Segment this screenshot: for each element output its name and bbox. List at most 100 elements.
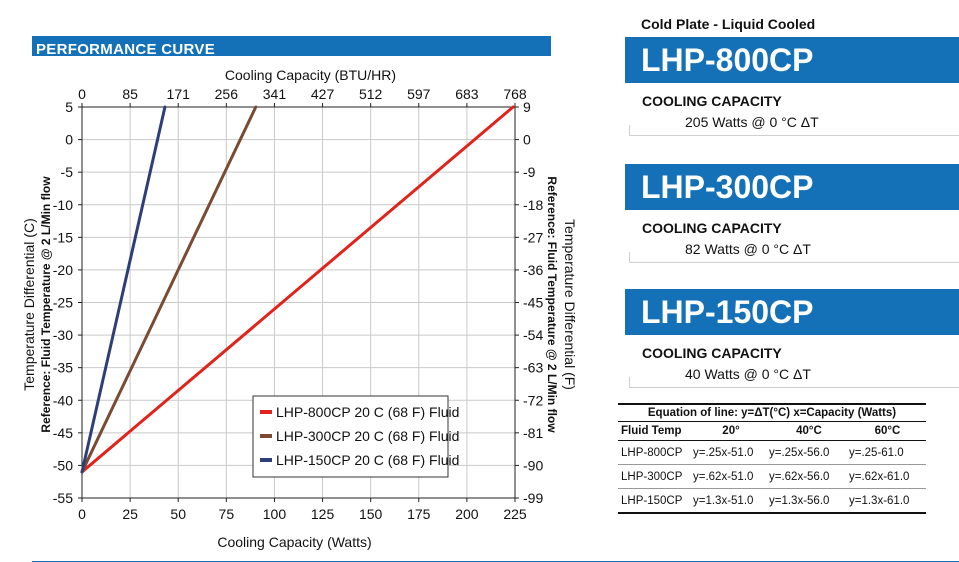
model-title: LHP-800CP <box>625 37 959 83</box>
column-header: 40°C <box>769 421 849 441</box>
y-right-tick-label: -63 <box>523 360 543 376</box>
y-tick-label: -50 <box>53 457 73 473</box>
table-cell: y=1.3x-51.0 <box>693 488 769 514</box>
cooling-capacity-label: COOLING CAPACITY <box>642 345 782 361</box>
performance-curve-title: PERFORMANCE CURVE <box>36 41 216 56</box>
table-cell: y=.62x-56.0 <box>769 464 849 489</box>
table-cell: LHP-800CP <box>618 440 693 465</box>
column-header: Fluid Temp <box>618 421 693 441</box>
x-tick-label: 125 <box>311 506 335 522</box>
divider <box>629 135 959 136</box>
x-top-axis-title: Cooling Capacity (BTU/HR) <box>225 67 396 83</box>
model-card-lhp-300cp: LHP-300CP COOLING CAPACITY 82 Watts @ 0 … <box>625 164 959 263</box>
x-top-tick-label: 0 <box>78 86 86 102</box>
y-right-tick-label: -81 <box>523 425 543 441</box>
y-tick-label: -5 <box>61 164 74 180</box>
x-tick-label: 0 <box>78 506 86 522</box>
product-type: Cold Plate - Liquid Cooled <box>641 16 816 32</box>
model-card-lhp-150cp: LHP-150CP COOLING CAPACITY 40 Watts @ 0 … <box>625 289 959 388</box>
y-tick-label: -55 <box>53 490 73 506</box>
cooling-capacity-value: 82 Watts @ 0 °C ΔT <box>685 241 811 257</box>
cooling-capacity-label: COOLING CAPACITY <box>642 93 782 109</box>
y-right-tick-label: -36 <box>523 262 543 278</box>
cooling-capacity-value: 40 Watts @ 0 °C ΔT <box>685 366 811 382</box>
x-tick-label: 200 <box>455 506 479 522</box>
x-top-tick-label: 427 <box>311 86 335 102</box>
legend-label: LHP-800CP 20 C (68 F) Fluid <box>276 404 459 420</box>
y-right-tick-label: -27 <box>523 229 543 245</box>
x-top-tick-label: 341 <box>263 86 287 102</box>
y-right-tick-label: 9 <box>523 99 531 115</box>
y-tick-label: -15 <box>53 229 73 245</box>
table-cell: y=.25x-56.0 <box>769 440 849 465</box>
column-header: 20° <box>693 421 769 441</box>
table-cell: y=.25x-51.0 <box>693 440 769 465</box>
y-right-tick-label: 0 <box>523 132 531 148</box>
table-cell: LHP-300CP <box>618 464 693 489</box>
y-right-tick-label: -45 <box>523 295 543 311</box>
x-top-tick-label: 256 <box>215 86 239 102</box>
y-tick-label: -45 <box>53 425 73 441</box>
series-line <box>80 105 167 474</box>
x-top-tick-label: 768 <box>503 86 527 102</box>
x-bottom-axis-title: Cooling Capacity (Watts) <box>217 534 371 550</box>
y-tick-label: -30 <box>53 327 73 343</box>
y-tick-label: -40 <box>53 392 73 408</box>
table-row: LHP-300CP y=.62x-51.0 y=.62x-56.0 y=.62x… <box>618 464 926 489</box>
x-tick-label: 50 <box>170 506 186 522</box>
y-right-axis-subtitle: Reference: Fluid Temperature @ 2 L/Min f… <box>545 176 559 433</box>
y-tick-label: -35 <box>53 360 73 376</box>
series-line <box>80 105 258 474</box>
divider <box>629 262 959 263</box>
y-tick-label: -10 <box>53 197 73 213</box>
table-cell: y=.25-61.0 <box>849 440 926 465</box>
y-tick-label: 5 <box>65 99 73 115</box>
table-cell: y=.62x-61.0 <box>849 464 926 489</box>
table-row: LHP-150CP y=1.3x-51.0 y=1.3x-56.0 y=1.3x… <box>618 488 926 514</box>
model-card-lhp-800cp: LHP-800CP COOLING CAPACITY 205 Watts @ 0… <box>625 37 959 136</box>
y-right-tick-label: -18 <box>523 197 543 213</box>
x-top-tick-label: 683 <box>455 86 479 102</box>
y-tick-label: 0 <box>65 132 73 148</box>
y-right-tick-label: -90 <box>523 457 543 473</box>
y-right-tick-label: -9 <box>523 164 536 180</box>
divider-tick <box>629 125 630 135</box>
y-right-tick-label: -99 <box>523 490 543 506</box>
table-cell: y=.62x-51.0 <box>693 464 769 489</box>
x-tick-label: 150 <box>359 506 383 522</box>
performance-curve-header: PERFORMANCE CURVE <box>32 36 551 56</box>
series-line <box>80 105 515 474</box>
equation-table-title: Equation of line: y=ΔT(°C) x=Capacity (W… <box>618 403 926 422</box>
x-tick-label: 25 <box>122 506 138 522</box>
x-tick-label: 175 <box>407 506 431 522</box>
x-top-tick-label: 597 <box>407 86 431 102</box>
x-top-tick-label: 171 <box>167 86 191 102</box>
column-header: 60°C <box>849 421 926 441</box>
divider-tick <box>629 377 630 387</box>
y-right-axis-title: Temperature Differential (F) <box>562 219 578 390</box>
legend-box <box>252 395 449 478</box>
equation-table: Equation of line: y=ΔT(°C) x=Capacity (W… <box>618 403 926 514</box>
y-right-tick-label: -54 <box>523 327 543 343</box>
table-row: LHP-800CP y=.25x-51.0 y=.25x-56.0 y=.25-… <box>618 440 926 465</box>
y-tick-label: -20 <box>53 262 73 278</box>
x-top-tick-label: 512 <box>359 86 383 102</box>
divider <box>629 387 959 388</box>
table-cell: y=1.3x-61.0 <box>849 488 926 514</box>
y-left-axis-subtitle: Reference: Fluid Temperature @ 2 L/Min f… <box>39 176 53 433</box>
y-left-axis-title: Temperature Differential (C) <box>21 218 37 390</box>
x-tick-label: 100 <box>263 506 287 522</box>
model-title: LHP-300CP <box>625 164 959 210</box>
x-tick-label: 225 <box>503 506 527 522</box>
table-cell: y=1.3x-56.0 <box>769 488 849 514</box>
y-right-tick-label: -72 <box>523 392 543 408</box>
x-top-tick-label: 85 <box>122 86 138 102</box>
cooling-capacity-value: 205 Watts @ 0 °C ΔT <box>685 114 819 130</box>
y-tick-label: -25 <box>53 295 73 311</box>
table-cell: LHP-150CP <box>618 488 693 514</box>
divider-tick <box>629 252 630 262</box>
model-title: LHP-150CP <box>625 289 959 335</box>
cooling-capacity-label: COOLING CAPACITY <box>642 220 782 236</box>
x-tick-label: 75 <box>219 506 235 522</box>
